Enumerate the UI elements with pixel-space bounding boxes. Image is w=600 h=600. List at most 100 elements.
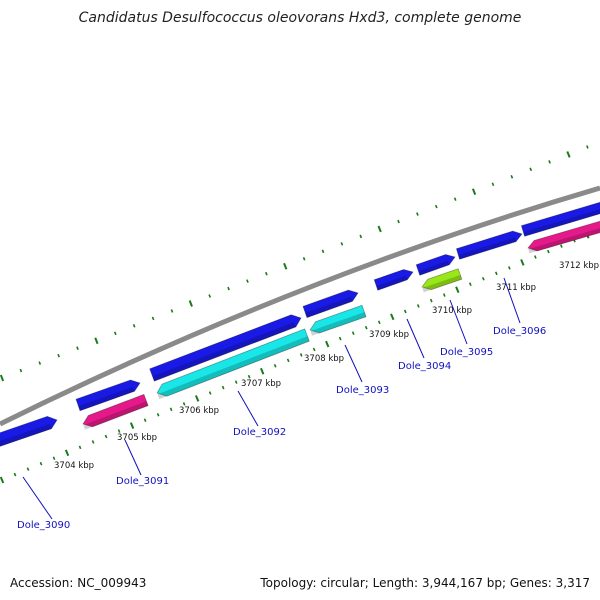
outer-tick xyxy=(377,225,382,233)
outer-tick xyxy=(170,309,174,313)
gene-labels: Dole_3090 Dole_3091 Dole_3092 Dole_3093 Dole… xyxy=(17,326,546,531)
inner-tick xyxy=(64,449,70,457)
gene-arrow[interactable] xyxy=(82,393,149,428)
outer-tick-ring xyxy=(0,145,589,382)
outer-tick xyxy=(586,145,589,149)
inner-tick xyxy=(390,313,395,321)
inner-tick xyxy=(129,422,135,429)
gene-track xyxy=(0,201,600,449)
leader-line xyxy=(344,344,363,383)
inner-tick xyxy=(286,358,290,363)
genome-backbone xyxy=(0,185,600,427)
inner-tick xyxy=(169,407,173,412)
gene-label[interactable]: Dole_3092 xyxy=(233,427,286,438)
outer-tick xyxy=(19,368,23,373)
inner-tick xyxy=(247,374,251,379)
inner-tick xyxy=(429,298,433,303)
inner-tick xyxy=(325,340,330,348)
outer-tick xyxy=(340,242,344,246)
outer-tick xyxy=(548,160,551,164)
gene-arrow-shade xyxy=(418,260,450,276)
inner-tick xyxy=(91,440,95,444)
gene-arrow-shade xyxy=(523,209,600,237)
gene-arrow-shade xyxy=(376,275,408,291)
gene-arrow[interactable] xyxy=(156,328,310,397)
inner-tick xyxy=(338,336,342,341)
gene-arrow[interactable] xyxy=(0,415,58,449)
gene-arrow-shade xyxy=(310,312,366,336)
outer-tick xyxy=(38,361,42,365)
outer-tick xyxy=(57,353,60,358)
outer-tick xyxy=(416,212,419,216)
outer-tick xyxy=(434,204,438,209)
scale-label: 3711 kbp xyxy=(496,283,536,293)
leader-line xyxy=(406,318,425,359)
gene-arrow[interactable] xyxy=(455,230,523,260)
scale-label: 3707 kbp xyxy=(241,379,281,389)
outer-tick xyxy=(529,167,533,172)
gene-arrow[interactable] xyxy=(527,219,600,252)
gene-label[interactable]: Dole_3096 xyxy=(493,326,546,337)
outer-tick xyxy=(188,300,193,307)
gene-arrow[interactable] xyxy=(309,304,367,334)
scale-label: 3705 kbp xyxy=(117,433,157,443)
gene-arrow[interactable] xyxy=(149,314,302,382)
gene-arrow-shade xyxy=(422,275,462,293)
label-leader-lines xyxy=(22,277,521,520)
gene-arrow[interactable] xyxy=(520,201,600,237)
gene-label[interactable]: Dole_3093 xyxy=(336,385,389,396)
inner-tick xyxy=(273,364,277,368)
inner-tick xyxy=(234,380,238,384)
inner-tick xyxy=(156,412,160,417)
gene-arrow[interactable] xyxy=(302,289,359,319)
outer-tick xyxy=(397,219,400,224)
gene-arrow-shade xyxy=(78,386,135,411)
inner-tick xyxy=(416,304,420,308)
gene-arrow[interactable] xyxy=(373,269,414,291)
inner-tick xyxy=(194,395,200,402)
leader-line xyxy=(503,277,521,324)
inner-tick xyxy=(507,266,511,270)
leader-line xyxy=(22,476,53,520)
gene-label[interactable]: Dole_3094 xyxy=(398,361,451,372)
gene-label[interactable]: Dole_3090 xyxy=(17,520,70,531)
inner-tick xyxy=(117,429,121,433)
outer-tick xyxy=(113,331,117,336)
inner-tick xyxy=(39,461,43,466)
gene-arrow[interactable] xyxy=(421,268,463,291)
outer-tick xyxy=(208,294,212,298)
gene-arrow[interactable] xyxy=(75,379,141,412)
outer-tick xyxy=(283,262,288,270)
inner-tick xyxy=(468,282,472,286)
outer-tick xyxy=(302,256,306,261)
gene-arrow-shade xyxy=(458,237,516,260)
scale-labels: 3704 kbp 3705 kbp 3706 kbp 3707 kbp 3708 kbp… xyxy=(54,261,599,471)
inner-tick xyxy=(221,385,225,390)
inner-tick xyxy=(442,293,446,297)
gene-label[interactable]: Dole_3095 xyxy=(440,347,493,358)
inner-tick xyxy=(547,249,550,254)
gene-arrow[interactable] xyxy=(415,254,456,276)
genome-summary-text: Topology: circular; Length: 3,944,167 bp… xyxy=(259,576,590,590)
outer-tick xyxy=(0,374,5,382)
inner-tick xyxy=(143,418,147,422)
inner-tick xyxy=(560,244,563,248)
accession-text: Accession: NC_009943 xyxy=(10,576,146,590)
inner-tick xyxy=(364,325,368,330)
gene-arrow-shade xyxy=(157,336,310,400)
gene-label[interactable]: Dole_3091 xyxy=(116,476,169,487)
inner-tick xyxy=(481,276,485,281)
leader-line xyxy=(124,439,142,476)
inner-tick xyxy=(520,259,525,266)
inner-tick xyxy=(78,445,82,450)
gene-arrow-shade xyxy=(83,401,149,430)
scale-label: 3704 kbp xyxy=(54,461,94,471)
outer-tick xyxy=(265,271,268,276)
scale-label: 3712 kbp xyxy=(559,261,599,271)
inner-tick xyxy=(312,347,316,352)
inner-tick xyxy=(299,353,303,357)
outer-tick xyxy=(227,286,230,291)
inner-tick xyxy=(13,472,17,477)
inner-tick xyxy=(52,456,56,461)
